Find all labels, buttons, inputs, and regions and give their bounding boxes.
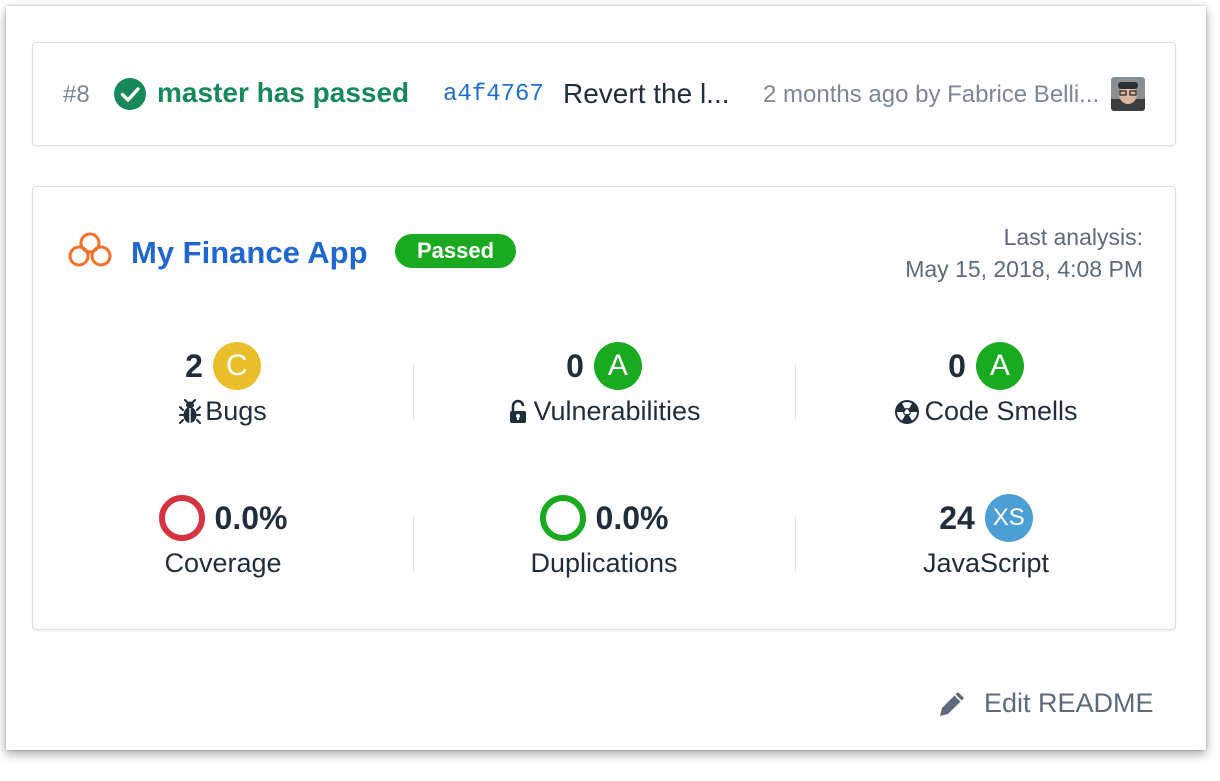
- build-status-text[interactable]: master has passed: [157, 77, 410, 108]
- edit-readme-label: Edit README: [984, 688, 1154, 718]
- radiation-icon: [895, 399, 920, 424]
- metric-divider: [413, 516, 414, 572]
- metric-duplications[interactable]: 0.0% Duplications: [414, 492, 794, 579]
- edit-readme-button[interactable]: Edit README: [938, 688, 1154, 719]
- vulnerabilities-rating[interactable]: A: [593, 342, 642, 390]
- bug-icon: [179, 398, 202, 424]
- metric-language[interactable]: 24 XS JavaScript: [796, 492, 1176, 579]
- build-number[interactable]: #8: [63, 81, 90, 108]
- duplications-value[interactable]: 0.0%: [595, 499, 669, 536]
- metric-code-smells[interactable]: 0 A Code Smells: [796, 340, 1176, 427]
- vulnerabilities-value[interactable]: 0: [566, 347, 584, 384]
- sonarcloud-card: My Finance App Passed Last analysis: May…: [32, 186, 1176, 630]
- metric-bugs[interactable]: 2 C Bugs: [33, 340, 413, 427]
- language-lines-value[interactable]: 24: [939, 499, 975, 536]
- quality-gate-badge: Passed: [395, 234, 517, 268]
- duplications-ring: [539, 495, 586, 541]
- language-label: JavaScript: [922, 548, 1050, 578]
- avatar[interactable]: [1111, 77, 1145, 111]
- commit-message[interactable]: Revert the l...: [563, 78, 730, 109]
- coverage-label: Coverage: [164, 548, 282, 578]
- metric-divider: [795, 516, 796, 572]
- code-smells-label: Code Smells: [924, 396, 1078, 426]
- code-smells-rating[interactable]: A: [975, 342, 1024, 390]
- bugs-rating[interactable]: C: [212, 342, 261, 390]
- last-analysis-date: May 15, 2018, 4:08 PM: [905, 256, 1143, 282]
- vulnerabilities-label: Vulnerabilities: [533, 396, 701, 426]
- coverage-value[interactable]: 0.0%: [214, 499, 288, 536]
- bugs-value[interactable]: 2: [185, 347, 203, 384]
- check-circle-icon: [114, 78, 146, 110]
- lock-open-icon: [510, 399, 527, 423]
- sonarcloud-logo-icon: [68, 232, 112, 267]
- metric-divider: [413, 364, 414, 420]
- last-analysis-label: Last analysis:: [1003, 224, 1143, 250]
- coverage-ring: [158, 495, 205, 541]
- build-status-card[interactable]: #8 master has passed a4f4767 Revert the …: [32, 42, 1176, 146]
- metric-coverage[interactable]: 0.0% Coverage: [33, 492, 413, 579]
- pencil-icon: [940, 691, 964, 716]
- duplications-label: Duplications: [530, 548, 678, 578]
- code-smells-value[interactable]: 0: [948, 347, 966, 384]
- readme-panel: #8 master has passed a4f4767 Revert the …: [6, 6, 1206, 750]
- metric-divider: [795, 364, 796, 420]
- commit-meta: 2 months ago by Fabrice Belli...: [763, 81, 1100, 108]
- commit-sha-link[interactable]: a4f4767: [443, 81, 544, 108]
- metric-vulnerabilities[interactable]: 0 A Vulnerabilities: [414, 340, 794, 427]
- size-rating[interactable]: XS: [984, 494, 1033, 542]
- bugs-label: Bugs: [205, 396, 267, 426]
- project-name-link[interactable]: My Finance App: [131, 235, 368, 270]
